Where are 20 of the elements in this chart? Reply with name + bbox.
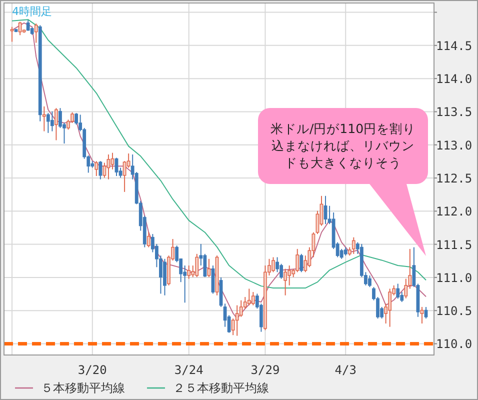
legend-label: ５本移動平均線 xyxy=(41,381,125,395)
y-tick-label: 113.0 xyxy=(436,138,472,152)
legend-item: ２５本移動平均線 xyxy=(147,381,269,395)
chart-title: 4時間足 xyxy=(12,5,52,18)
y-tick-label: 110.5 xyxy=(436,304,472,318)
x-tick-label: 4/3 xyxy=(334,363,356,377)
x-tick-label: 3/24 xyxy=(174,363,204,377)
y-tick-label: 110.0 xyxy=(436,337,472,352)
y-tick-label: 113.5 xyxy=(436,105,472,120)
y-tick-label: 114.5 xyxy=(436,38,472,53)
x-tick-label: 3/29 xyxy=(250,363,280,377)
y-tick-label: 114.0 xyxy=(436,72,472,86)
y-tick-label: 111.0 xyxy=(436,270,472,285)
legend-item: ５本移動平均線 xyxy=(15,381,125,395)
y-tick-label: 112.0 xyxy=(436,204,472,219)
x-tick-label: 3/20 xyxy=(78,363,107,377)
legend-label: ２５本移動平均線 xyxy=(173,381,269,395)
y-tick-label: 111.5 xyxy=(436,238,472,252)
annotation: 米ドル/円が110円を割り込まなければ、リバウンドも大きくなりそう xyxy=(269,120,417,171)
y-tick-label: 112.5 xyxy=(436,172,472,186)
